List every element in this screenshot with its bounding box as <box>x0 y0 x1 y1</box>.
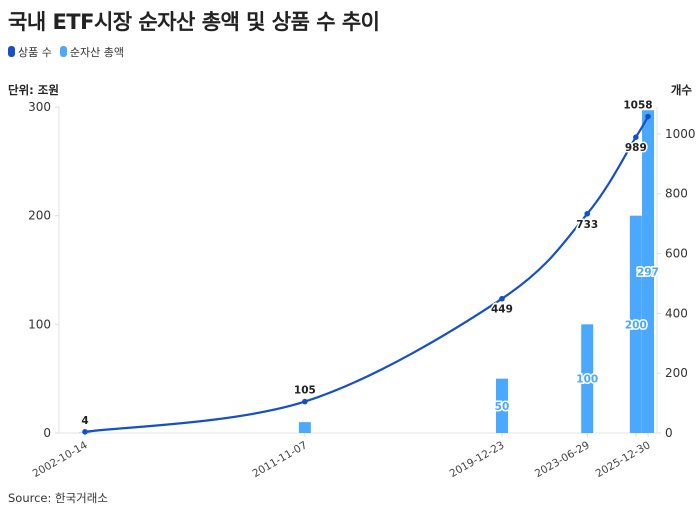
source-note: Source: 한국거래소 <box>8 491 108 505</box>
legend-label: 순자산 총액 <box>69 46 124 59</box>
line-data-label: 989 <box>625 142 647 154</box>
bar-data-label: 100 <box>576 374 598 386</box>
legend-swatch-bar <box>59 46 67 57</box>
bar-data-label: 200 <box>625 319 647 331</box>
right-axis-label: 개수 <box>670 83 692 97</box>
line-data-label: 1058 <box>623 100 652 112</box>
line-point <box>82 429 88 435</box>
left-tick-label: 100 <box>28 317 51 331</box>
line-series <box>84 116 649 433</box>
bar <box>642 110 654 433</box>
line-data-label: 449 <box>491 304 513 316</box>
line-data-label: 733 <box>576 219 598 231</box>
line-point <box>302 398 308 405</box>
left-tick-label: 300 <box>28 100 51 114</box>
legend-item-line[interactable]: 상품 수 <box>8 44 52 60</box>
bar <box>629 215 642 433</box>
left-axis-label: 단위: 조원 <box>8 83 59 97</box>
line-point <box>633 134 639 141</box>
line-point <box>499 295 505 302</box>
right-tick-label: 200 <box>665 366 688 380</box>
left-tick-label: 200 <box>28 209 51 223</box>
line-point <box>645 113 651 120</box>
legend-item-bar[interactable]: 순자산 총액 <box>59 44 124 60</box>
bar <box>298 422 311 433</box>
x-tick-label: 2002-10-14 <box>31 439 90 480</box>
x-tick-label: 2019-12-23 <box>448 439 507 480</box>
line-data-label: 4 <box>81 415 88 427</box>
bar <box>581 324 594 433</box>
bar <box>495 378 508 433</box>
x-tick-label: 2011-11-07 <box>251 439 310 480</box>
x-tick-label: 2023-06-29 <box>533 439 592 480</box>
chart-title: 국내 ETF시장 순자산 총액 및 상품 수 추이 <box>8 10 380 34</box>
left-tick-label: 0 <box>43 426 51 440</box>
right-tick-label: 600 <box>665 247 688 261</box>
right-tick-label: 800 <box>665 187 688 201</box>
bar-data-label: 50 <box>495 401 510 413</box>
line-point <box>584 210 591 217</box>
right-tick-label: 1000 <box>665 127 696 141</box>
right-tick-label: 0 <box>665 426 673 440</box>
line-data-label: 105 <box>294 385 316 397</box>
right-tick-label: 400 <box>665 306 688 320</box>
legend-swatch-line <box>8 46 15 57</box>
bar-data-label: 297 <box>637 267 659 279</box>
legend-label: 상품 수 <box>18 46 52 59</box>
x-tick-label: 2025-12-30 <box>594 439 653 480</box>
legend: 상품 수 순자산 총액 <box>8 44 124 60</box>
